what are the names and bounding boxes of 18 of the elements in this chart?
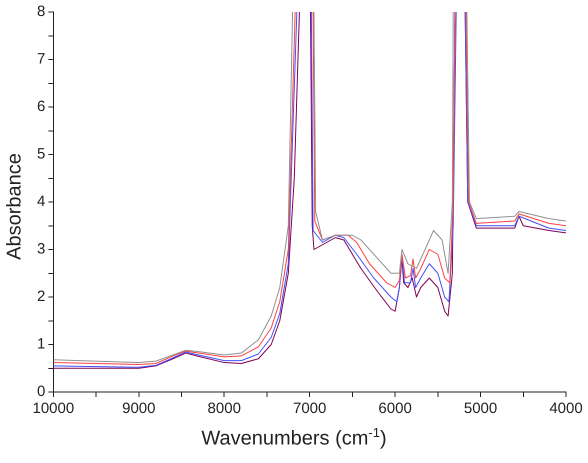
y-tick-label: 5 <box>37 146 46 163</box>
y-tick-label: 3 <box>37 240 46 258</box>
y-tick-label: 6 <box>37 98 46 116</box>
x-tick-label: 4000 <box>549 400 583 418</box>
y-tick-label: 0 <box>37 383 46 400</box>
x-axis-title: Wavenumbers (cm$^{-1}$) <box>200 425 388 451</box>
y-tick-label: 1 <box>37 336 46 353</box>
y-tick-label: 7 <box>37 50 46 68</box>
x-tick-label: 9000 <box>122 400 156 418</box>
x-tick-label: 7000 <box>292 400 326 418</box>
x-tick-label: 8000 <box>208 400 241 418</box>
y-tick-label: 8 <box>37 3 46 20</box>
y-axis-title: Absorbance <box>4 152 26 262</box>
x-tick-label: 6000 <box>378 400 412 418</box>
x-tick-label: 5000 <box>464 400 498 418</box>
y-tick-label: 2 <box>37 288 46 306</box>
x-tick-label: 10000 <box>32 400 74 418</box>
y-tick-label: 4 <box>37 193 46 210</box>
